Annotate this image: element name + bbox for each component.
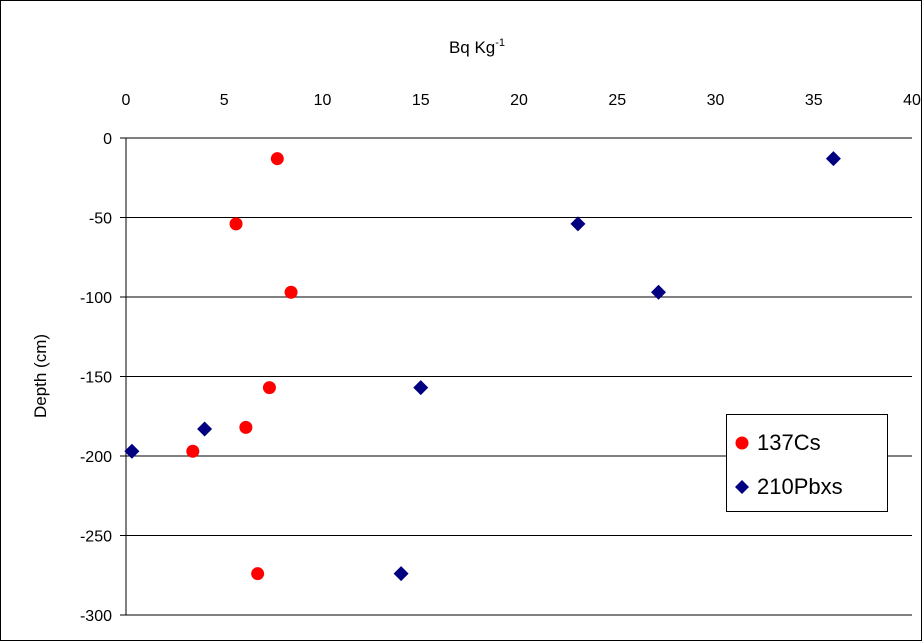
data-point-diamond	[413, 380, 429, 396]
y-tick-label: 0	[103, 131, 112, 148]
y-axis-title: Depth (cm)	[31, 334, 50, 418]
data-points	[124, 151, 841, 582]
legend-circle-icon	[727, 435, 757, 451]
data-point-diamond	[651, 284, 667, 300]
x-tick-label: 35	[805, 92, 823, 109]
legend-label-137cs: 137Cs	[757, 430, 821, 455]
data-point-circle	[270, 152, 284, 166]
data-point-circle	[251, 567, 265, 581]
data-point-diamond	[825, 151, 841, 167]
grid-lines	[126, 137, 912, 616]
x-tick-label: 15	[412, 92, 430, 109]
data-point-diamond	[197, 421, 213, 437]
y-tick-label: -150	[80, 370, 112, 387]
legend-diamond-icon	[727, 479, 757, 495]
x-tick-label: 30	[707, 92, 725, 109]
x-tick-label: 10	[314, 92, 332, 109]
data-point-circle	[186, 444, 200, 458]
tick-labels: 0 -50 -100 -150 -200 -250 -300 0 5 10 15 20 25 30 35 40	[80, 92, 921, 625]
data-point-diamond	[393, 566, 409, 582]
y-tick-label: -250	[80, 529, 112, 546]
y-tick-label: -100	[80, 290, 112, 307]
legend-label-210pbxs: 210Pbxs	[757, 474, 843, 499]
data-point-circle	[229, 217, 243, 231]
data-point-circle	[239, 420, 253, 434]
x-tick-label: 20	[510, 92, 528, 109]
legend-item-137cs: 137Cs	[727, 423, 887, 463]
x-tick-label: 25	[608, 92, 626, 109]
data-point-circle	[284, 285, 298, 299]
legend-item-210pbxs: 210Pbxs	[727, 467, 887, 507]
legend: 137Cs 210Pbxs	[726, 414, 888, 512]
x-axis-title-text: Bq Kg	[449, 38, 495, 57]
data-point-diamond	[124, 443, 140, 459]
x-tick-label: 40	[903, 92, 921, 109]
data-point-circle	[262, 381, 276, 395]
x-axis-title-superscript: -1	[495, 37, 505, 49]
axes	[120, 137, 127, 616]
x-tick-label: 0	[122, 92, 131, 109]
data-point-diamond	[570, 216, 586, 232]
x-tick-label: 5	[220, 92, 229, 109]
y-tick-label: -50	[89, 211, 112, 228]
x-axis-title: Bq Kg-1	[449, 37, 505, 57]
y-tick-label: -200	[80, 449, 112, 466]
y-tick-label: -300	[80, 608, 112, 625]
